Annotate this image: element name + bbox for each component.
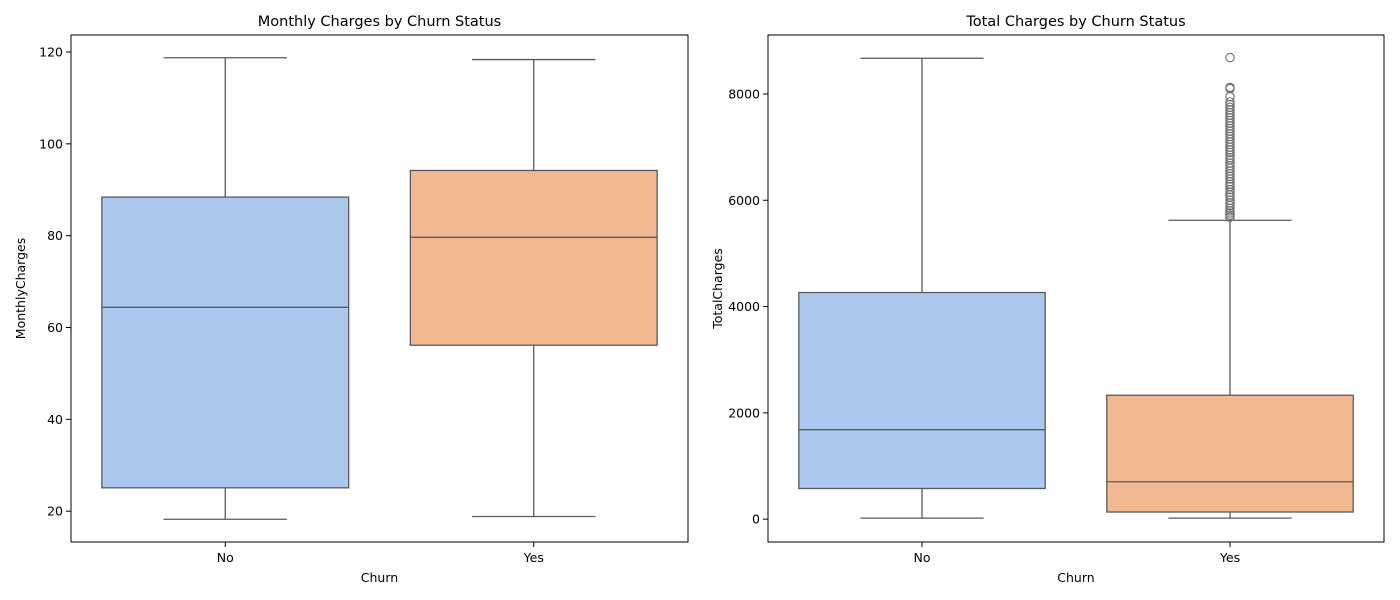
x-tick-label: Yes — [1219, 550, 1240, 565]
y-tick-label: 100 — [39, 136, 63, 151]
iqr-box — [409, 169, 658, 346]
outlier-point — [1225, 52, 1235, 63]
box-yes — [1106, 52, 1354, 519]
outlier-point — [1225, 91, 1235, 102]
outlier-point — [1225, 102, 1235, 113]
y-tick-label: 8000 — [728, 86, 760, 101]
outlier-point — [1225, 97, 1235, 107]
total-charges-panel: 0 2000 4000 6000 8000 No Yes Total Charges by C… — [710, 14, 1385, 585]
x-tick-label: Yes — [523, 550, 544, 565]
outlier-point — [1225, 82, 1235, 93]
y-tick-label: 80 — [47, 228, 63, 243]
y-tick-label: 0 — [752, 512, 760, 527]
x-axis-label: Churn — [1057, 570, 1094, 585]
y-tick-label: 60 — [47, 320, 63, 335]
plot-frame — [70, 34, 689, 543]
monthly-charges-panel: 20 40 60 80 100 120 No Yes Monthly Charges by Ch… — [13, 14, 689, 585]
y-tick-label: 4000 — [728, 299, 760, 314]
chart-title: Total Charges by Churn Status — [965, 14, 1185, 30]
y-axis-label: MonthlyCharges — [13, 238, 28, 339]
box-yes — [409, 58, 658, 518]
x-axis-label: Churn — [361, 570, 398, 585]
iqr-box — [101, 196, 350, 489]
y-tick-label: 120 — [39, 44, 63, 59]
x-tick-label: No — [914, 550, 931, 565]
iqr-box — [798, 291, 1046, 490]
box-no — [101, 57, 350, 520]
box-no — [798, 57, 1046, 519]
y-tick-label: 20 — [47, 504, 63, 519]
iqr-box — [1106, 394, 1354, 513]
y-tick-label: 2000 — [728, 405, 760, 420]
y-tick-label: 6000 — [728, 193, 760, 208]
plot-frame — [767, 34, 1385, 543]
chart-title: Monthly Charges by Churn Status — [258, 14, 501, 30]
y-tick-label: 40 — [47, 412, 63, 427]
y-axis-label: TotalCharges — [710, 248, 725, 330]
x-tick-label: No — [217, 550, 234, 565]
